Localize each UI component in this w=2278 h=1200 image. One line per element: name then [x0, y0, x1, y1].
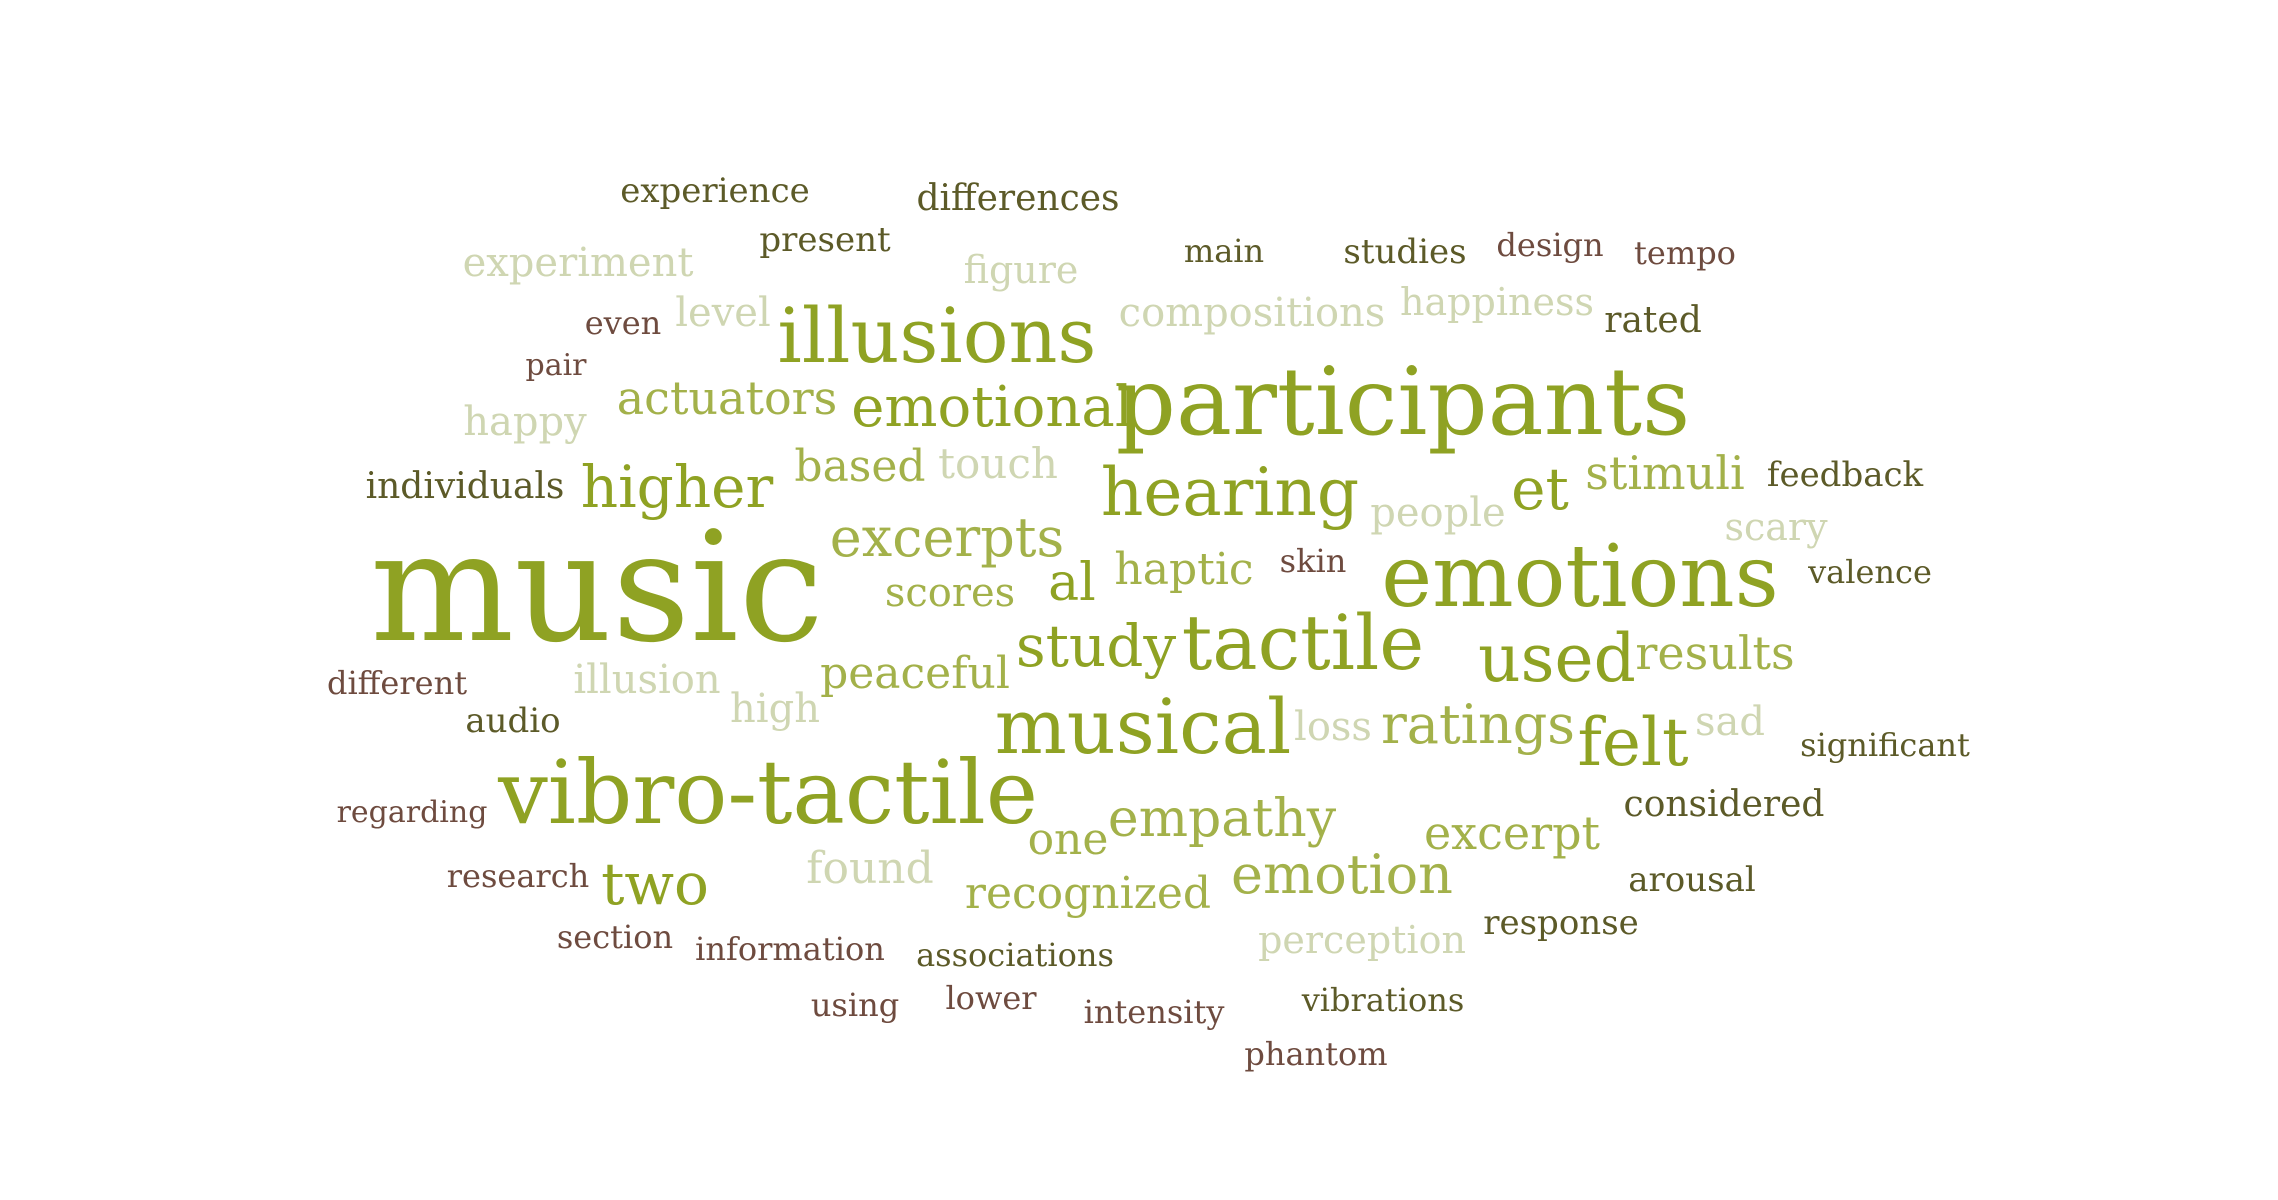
cloud-word-emotion: emotion: [1231, 843, 1453, 906]
cloud-word-based: based: [794, 441, 926, 492]
cloud-word-audio: audio: [465, 701, 561, 741]
cloud-word-happiness: happiness: [1400, 280, 1594, 324]
cloud-word-tactile: tactile: [1181, 598, 1425, 687]
cloud-word-significant: significant: [1800, 726, 1970, 764]
cloud-word-compositions: compositions: [1118, 290, 1386, 336]
cloud-word-individuals: individuals: [365, 466, 565, 507]
cloud-word-lower: lower: [945, 979, 1037, 1017]
cloud-word-high: high: [730, 686, 820, 732]
cloud-word-response: response: [1483, 903, 1639, 943]
cloud-word-tempo: tempo: [1634, 234, 1736, 272]
cloud-word-pair: pair: [525, 348, 587, 383]
cloud-word-skin: skin: [1279, 542, 1347, 580]
cloud-word-even: even: [584, 304, 662, 342]
cloud-word-results: results: [1635, 626, 1795, 680]
cloud-word-emotional: emotional: [851, 375, 1133, 440]
cloud-word-music: music: [370, 499, 824, 676]
cloud-word-main: main: [1183, 232, 1265, 270]
cloud-word-arousal: arousal: [1628, 860, 1756, 900]
cloud-word-people: people: [1370, 490, 1506, 536]
cloud-word-experience: experience: [620, 171, 810, 211]
cloud-word-valence: valence: [1808, 553, 1932, 591]
cloud-word-higher: higher: [580, 453, 774, 521]
cloud-word-et: et: [1511, 455, 1569, 523]
cloud-word-used: used: [1478, 620, 1636, 697]
cloud-word-excerpt: excerpt: [1423, 806, 1601, 860]
cloud-word-excerpts: excerpts: [829, 506, 1065, 569]
cloud-word-illusion: illusion: [573, 657, 721, 703]
cloud-word-studies: studies: [1343, 232, 1467, 272]
cloud-word-actuators: actuators: [616, 371, 838, 425]
cloud-word-perception: perception: [1258, 918, 1466, 962]
cloud-word-different: different: [326, 664, 468, 702]
cloud-word-two: two: [601, 850, 709, 918]
cloud-word-found: found: [806, 843, 934, 894]
cloud-word-touch: touch: [938, 439, 1058, 488]
cloud-word-phantom: phantom: [1244, 1035, 1388, 1073]
cloud-word-hearing: hearing: [1100, 454, 1360, 531]
cloud-word-recognized: recognized: [964, 868, 1212, 919]
cloud-word-research: research: [446, 857, 590, 895]
cloud-word-considered: considered: [1623, 784, 1825, 825]
cloud-word-al: al: [1048, 553, 1096, 613]
cloud-word-illusions: illusions: [777, 291, 1097, 380]
cloud-word-design: design: [1496, 226, 1604, 264]
cloud-word-using: using: [810, 986, 900, 1024]
cloud-word-felt: felt: [1577, 704, 1689, 781]
cloud-word-musical: musical: [994, 682, 1292, 771]
cloud-word-scores: scores: [884, 570, 1016, 616]
cloud-word-rated: rated: [1604, 300, 1702, 341]
cloud-word-vibrations: vibrations: [1301, 981, 1465, 1019]
cloud-word-happy: happy: [463, 399, 587, 445]
cloud-word-emotions: emotions: [1381, 527, 1779, 627]
cloud-word-empathy: empathy: [1107, 789, 1337, 849]
cloud-word-haptic: haptic: [1114, 544, 1254, 595]
cloud-word-study: study: [1015, 612, 1177, 680]
cloud-word-loss: loss: [1294, 704, 1372, 750]
cloud-word-peaceful: peaceful: [820, 648, 1010, 699]
cloud-word-experiment: experiment: [462, 240, 694, 286]
cloud-word-intensity: intensity: [1083, 993, 1225, 1031]
cloud-word-level: level: [675, 290, 771, 336]
cloud-word-sad: sad: [1695, 699, 1765, 745]
cloud-word-scary: scary: [1724, 505, 1828, 549]
cloud-word-differences: differences: [916, 178, 1120, 219]
cloud-word-section: section: [556, 918, 674, 956]
cloud-word-vibro-tactile: vibro-tactile: [498, 741, 1038, 844]
cloud-word-present: present: [759, 220, 891, 260]
cloud-word-ratings: ratings: [1380, 693, 1576, 756]
cloud-word-figure: figure: [963, 248, 1079, 292]
cloud-word-one: one: [1027, 814, 1109, 865]
cloud-word-information: information: [695, 930, 885, 968]
cloud-word-stimuli: stimuli: [1585, 446, 1745, 500]
cloud-word-feedback: feedback: [1766, 455, 1924, 495]
cloud-word-regarding: regarding: [336, 795, 488, 830]
cloud-word-associations: associations: [916, 936, 1114, 974]
cloud-word-participants: participants: [1115, 348, 1691, 457]
